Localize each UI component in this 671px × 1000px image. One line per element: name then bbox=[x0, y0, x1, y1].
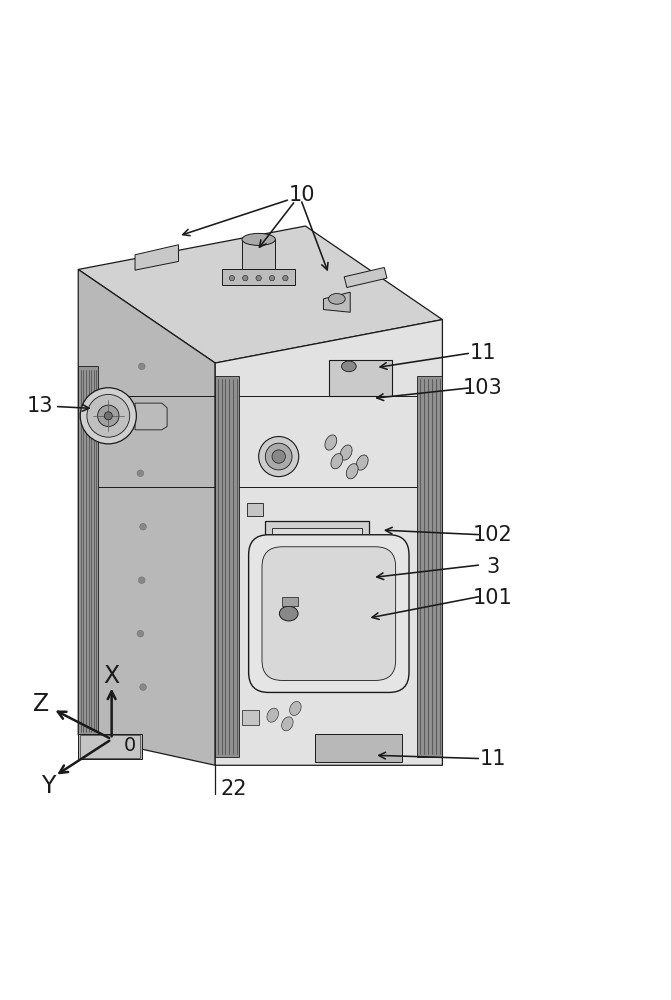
Polygon shape bbox=[417, 376, 442, 757]
Text: 101: 101 bbox=[472, 588, 513, 608]
Circle shape bbox=[243, 275, 248, 281]
Circle shape bbox=[140, 684, 146, 690]
Ellipse shape bbox=[342, 361, 356, 372]
Polygon shape bbox=[79, 269, 215, 765]
Ellipse shape bbox=[267, 708, 278, 722]
Ellipse shape bbox=[346, 464, 358, 479]
Polygon shape bbox=[272, 528, 362, 655]
Ellipse shape bbox=[329, 294, 345, 304]
Text: X: X bbox=[103, 664, 119, 688]
Text: 0: 0 bbox=[123, 736, 136, 755]
Polygon shape bbox=[265, 521, 369, 662]
Circle shape bbox=[137, 630, 144, 637]
Circle shape bbox=[269, 275, 274, 281]
Polygon shape bbox=[135, 403, 167, 430]
Circle shape bbox=[137, 470, 144, 477]
Ellipse shape bbox=[290, 701, 301, 716]
Polygon shape bbox=[79, 734, 142, 759]
Ellipse shape bbox=[340, 445, 352, 460]
Ellipse shape bbox=[325, 435, 337, 450]
Ellipse shape bbox=[356, 455, 368, 470]
Circle shape bbox=[256, 275, 261, 281]
Text: 11: 11 bbox=[469, 343, 496, 363]
Polygon shape bbox=[248, 503, 263, 516]
Circle shape bbox=[87, 394, 130, 437]
FancyBboxPatch shape bbox=[249, 535, 409, 692]
Polygon shape bbox=[242, 239, 275, 269]
Polygon shape bbox=[215, 376, 239, 757]
Polygon shape bbox=[329, 360, 393, 396]
Polygon shape bbox=[282, 597, 298, 606]
Text: 3: 3 bbox=[486, 557, 499, 577]
Circle shape bbox=[81, 388, 136, 444]
Circle shape bbox=[97, 405, 119, 426]
Circle shape bbox=[282, 275, 288, 281]
Circle shape bbox=[138, 363, 145, 370]
Ellipse shape bbox=[331, 454, 343, 469]
Polygon shape bbox=[344, 267, 387, 288]
Polygon shape bbox=[323, 292, 350, 312]
Circle shape bbox=[272, 450, 285, 463]
Text: 10: 10 bbox=[289, 185, 315, 205]
Circle shape bbox=[265, 443, 292, 470]
Circle shape bbox=[140, 523, 146, 530]
Polygon shape bbox=[222, 269, 295, 285]
Text: 22: 22 bbox=[221, 779, 247, 799]
Text: Y: Y bbox=[41, 774, 55, 798]
Polygon shape bbox=[81, 735, 140, 758]
Text: Z: Z bbox=[33, 692, 49, 716]
Polygon shape bbox=[215, 320, 442, 765]
Polygon shape bbox=[242, 710, 259, 725]
Circle shape bbox=[138, 577, 145, 584]
Ellipse shape bbox=[279, 606, 298, 621]
FancyBboxPatch shape bbox=[262, 547, 396, 680]
Text: 11: 11 bbox=[479, 749, 506, 769]
Circle shape bbox=[135, 416, 142, 423]
Circle shape bbox=[104, 412, 112, 420]
Polygon shape bbox=[315, 734, 403, 762]
Text: 102: 102 bbox=[472, 525, 513, 545]
Ellipse shape bbox=[282, 717, 293, 731]
Polygon shape bbox=[79, 366, 98, 735]
Polygon shape bbox=[135, 245, 178, 270]
Text: 13: 13 bbox=[27, 396, 54, 416]
Polygon shape bbox=[79, 226, 442, 363]
Circle shape bbox=[229, 275, 235, 281]
Ellipse shape bbox=[242, 233, 275, 245]
Circle shape bbox=[258, 437, 299, 477]
Text: 103: 103 bbox=[462, 378, 503, 398]
